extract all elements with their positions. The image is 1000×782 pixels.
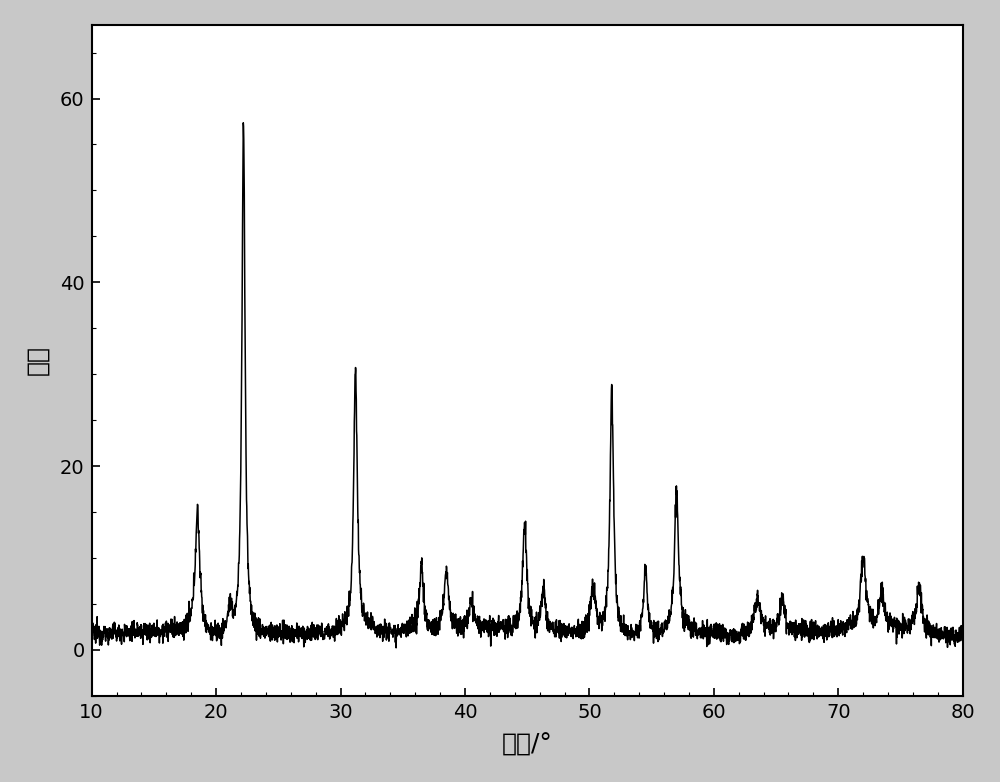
Y-axis label: 强度: 强度	[25, 346, 49, 375]
X-axis label: 角度/°: 角度/°	[502, 733, 553, 757]
